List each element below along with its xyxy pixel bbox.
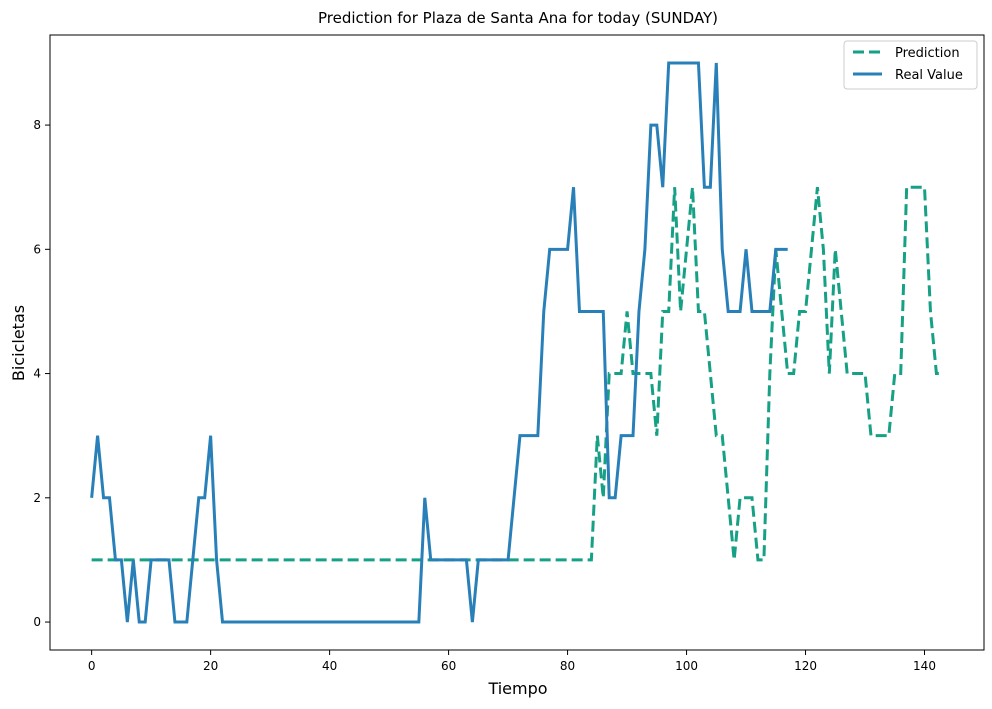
axes-layer: 0 20 40 60 80 100 120 140 0 2 4 6 8 — [33, 118, 936, 673]
y-tick-label: 8 — [33, 118, 41, 132]
x-tick-label: 140 — [913, 659, 936, 673]
series-line-prediction — [91, 185, 943, 562]
x-tick-label: 100 — [675, 659, 698, 673]
y-tick-label: 4 — [33, 367, 41, 381]
x-tick-label: 120 — [794, 659, 817, 673]
x-tick-label: 20 — [203, 659, 218, 673]
plot-area — [49, 34, 985, 651]
x-tick-label: 40 — [322, 659, 337, 673]
y-tick-label: 0 — [33, 615, 41, 629]
x-tick-label: 60 — [441, 659, 456, 673]
x-tick-label: 80 — [560, 659, 575, 673]
legend-label: Real Value — [895, 68, 963, 83]
plot-frame — [49, 34, 985, 651]
series-line-real-value — [90, 61, 788, 624]
series-layer — [90, 61, 943, 624]
x-tick-label: 0 — [88, 659, 96, 673]
y-axis-label: Bicicletas — [9, 305, 28, 381]
y-tick-label: 2 — [33, 491, 41, 505]
y-tick-label: 6 — [33, 242, 41, 256]
x-axis-label: Tiempo — [487, 679, 547, 698]
legend: Prediction Real Value — [843, 40, 978, 90]
chart-title: Prediction for Plaza de Santa Ana for to… — [318, 9, 718, 27]
legend-label: Prediction — [895, 46, 960, 61]
